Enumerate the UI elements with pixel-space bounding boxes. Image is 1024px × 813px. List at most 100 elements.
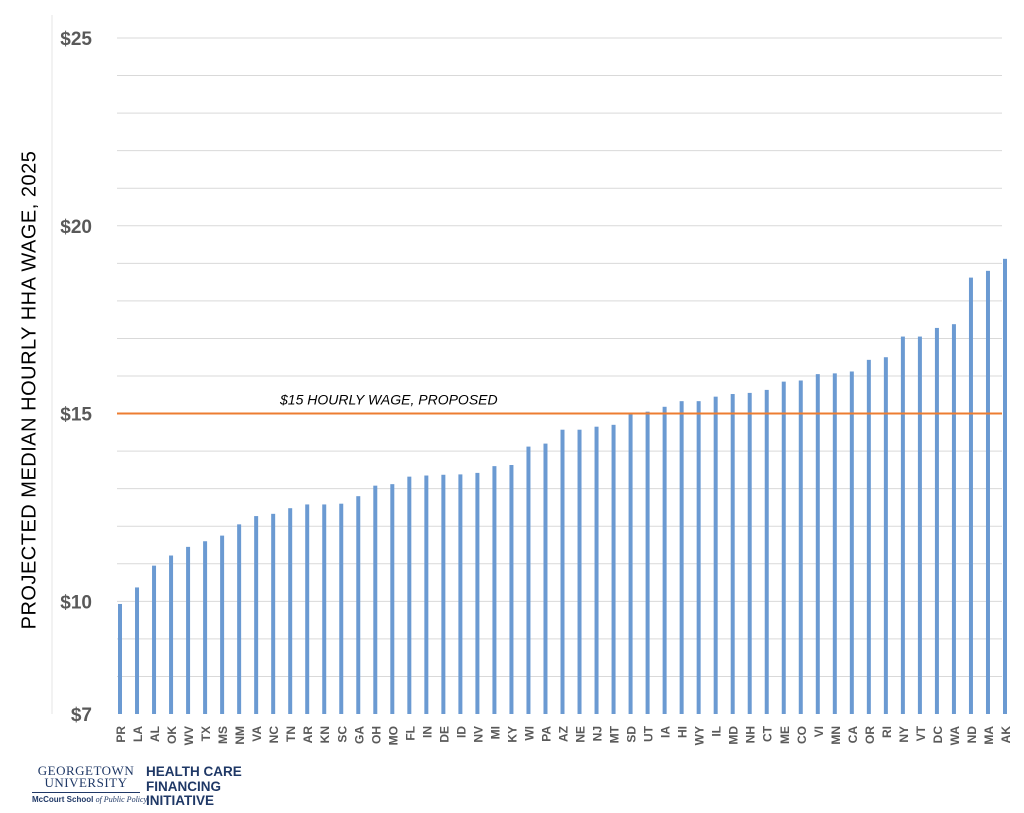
bar: [560, 429, 565, 714]
bar: [900, 336, 905, 714]
x-tick-label: AK: [999, 726, 1013, 744]
x-tick-label: KY: [505, 726, 519, 743]
x-tick-label: VI: [812, 726, 826, 737]
x-tick-label: AL: [148, 726, 162, 742]
x-tick-label: OH: [369, 726, 383, 744]
x-tick-label: RI: [880, 726, 894, 738]
bar: [713, 396, 718, 714]
x-tick-label: SC: [335, 726, 349, 743]
bar: [441, 474, 446, 714]
x-tick-label: PR: [114, 726, 128, 743]
bar: [152, 565, 157, 714]
x-tick-label: DE: [437, 726, 451, 743]
x-tick-label: MT: [608, 725, 622, 743]
bar: [373, 485, 378, 714]
logo-divider: [32, 792, 140, 793]
x-tick-label: NE: [574, 726, 588, 743]
x-tick-label: NM: [233, 726, 247, 745]
bar: [730, 394, 735, 714]
x-tick-label: WY: [693, 726, 707, 745]
bar: [118, 603, 122, 714]
x-tick-label: OR: [863, 726, 877, 744]
bar: [594, 426, 599, 714]
x-tick-label: CO: [795, 726, 809, 744]
bar: [339, 503, 344, 714]
bar: [951, 324, 956, 714]
bar: [305, 504, 310, 714]
x-tick-label: ND: [965, 726, 979, 744]
bar: [322, 504, 327, 714]
x-tick-label: HI: [676, 726, 690, 738]
x-tick-label: MN: [829, 726, 843, 745]
x-tick-label: CT: [761, 725, 775, 742]
x-tick-label: IN: [420, 726, 434, 738]
y-tick-label: $10: [60, 592, 92, 613]
bar: [679, 401, 684, 714]
initiative-wordmark: HEALTH CARE FINANCING INITIATIVE: [146, 764, 242, 808]
x-tick-label: IA: [659, 726, 673, 738]
y-axis-title: PROJECTED MEDIAN HOURLY HHA WAGE, 2025: [18, 150, 41, 630]
x-tick-label: NJ: [591, 726, 605, 741]
x-tick-label: NV: [471, 726, 485, 743]
bar: [662, 406, 667, 714]
bar: [169, 555, 174, 714]
georgetown-university-wordmark: GEORGETOWN UNIVERSITY: [37, 763, 135, 790]
x-tick-label: WA: [948, 726, 962, 746]
x-tick-label: MD: [727, 726, 741, 745]
reference-line-label: $15 HOURLY WAGE, PROPOSED: [279, 392, 498, 408]
bar: [526, 446, 531, 714]
x-tick-label: TX: [199, 726, 213, 741]
bar: [917, 336, 922, 714]
x-tick-label: WV: [182, 726, 196, 745]
bar: [492, 466, 497, 714]
bar: [203, 541, 208, 714]
x-tick-label: UT: [642, 725, 656, 742]
x-tick-label: MI: [488, 726, 502, 739]
x-tick-label: GA: [352, 726, 366, 744]
bar: [577, 429, 582, 714]
x-tick-label: IL: [710, 726, 724, 737]
bar: [356, 496, 361, 714]
x-tick-label: AR: [301, 726, 315, 744]
bar: [849, 371, 854, 714]
bar: [968, 277, 973, 714]
mccourt-school-name: McCourt School of Public Policy: [32, 795, 148, 804]
bar: [543, 443, 548, 714]
x-tick-label: MO: [386, 726, 400, 745]
bar: [271, 513, 276, 714]
x-tick-label: OK: [165, 726, 179, 744]
bar: [832, 373, 837, 714]
x-tick-label: DC: [931, 726, 945, 744]
bar: [866, 359, 871, 714]
bar: [135, 587, 140, 714]
bar: [645, 411, 650, 714]
bar: [764, 389, 769, 714]
x-tick-label: LA: [131, 726, 145, 742]
bar: [696, 401, 701, 714]
x-tick-label: NC: [267, 726, 281, 744]
bar: [747, 392, 752, 714]
x-tick-label: FL: [403, 726, 417, 741]
bar: [458, 474, 463, 714]
x-tick-label: CA: [846, 726, 860, 744]
y-tick-label: $7: [71, 705, 92, 726]
x-tick-label: NY: [897, 726, 911, 743]
x-tick-label: VA: [250, 726, 264, 742]
bar: [220, 535, 225, 714]
bar: [509, 465, 514, 714]
x-tick-label: ID: [454, 726, 468, 738]
bar: [407, 476, 412, 714]
bar: [475, 472, 480, 714]
bar: [237, 524, 242, 714]
bar: [186, 546, 191, 714]
y-tick-label: $15: [60, 405, 92, 426]
x-tick-label: PA: [539, 726, 553, 742]
x-tick-label: NH: [744, 726, 758, 743]
x-tick-label: AZ: [557, 726, 571, 742]
bar: [254, 516, 259, 714]
bar: [390, 484, 395, 714]
x-tick-label: WI: [522, 726, 536, 741]
bar: [288, 508, 293, 714]
bar: [781, 381, 786, 714]
